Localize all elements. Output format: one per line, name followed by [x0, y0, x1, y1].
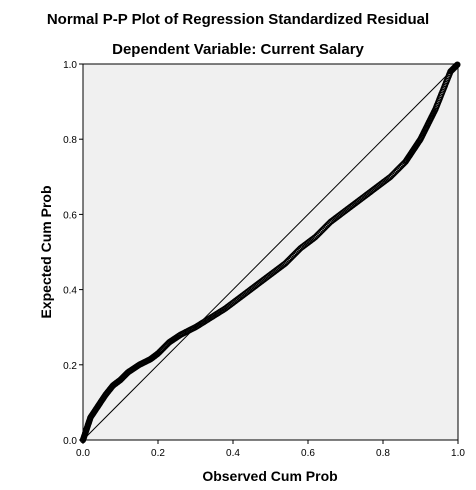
reference-line: [82, 63, 459, 441]
x-tick-label: 1.0: [451, 448, 465, 459]
y-tick-label: 0.2: [63, 361, 77, 372]
x-tick-label: 0.8: [376, 448, 390, 459]
x-axis-label: Observed Cum Prob: [202, 468, 338, 484]
chart-subtitle: Dependent Variable: Current Salary: [112, 41, 364, 58]
x-tick-label: 0.0: [76, 448, 90, 459]
data-point: [453, 62, 460, 69]
chart-title: Normal P-P Plot of Regression Standardiz…: [46, 11, 430, 28]
y-tick-label: 0.8: [63, 135, 77, 146]
x-tick-label: 0.6: [301, 448, 315, 459]
y-tick-label: 0.4: [63, 286, 77, 297]
y-tick-label: 0.6: [63, 210, 77, 221]
x-tick-label: 0.2: [151, 448, 165, 459]
residual-points: [79, 61, 461, 444]
data-point: [454, 61, 461, 68]
y-tick-label: 1.0: [63, 60, 77, 71]
data-point: [452, 62, 460, 70]
y-tick-label: 0.0: [63, 436, 77, 447]
x-tick-label: 0.4: [226, 448, 240, 459]
